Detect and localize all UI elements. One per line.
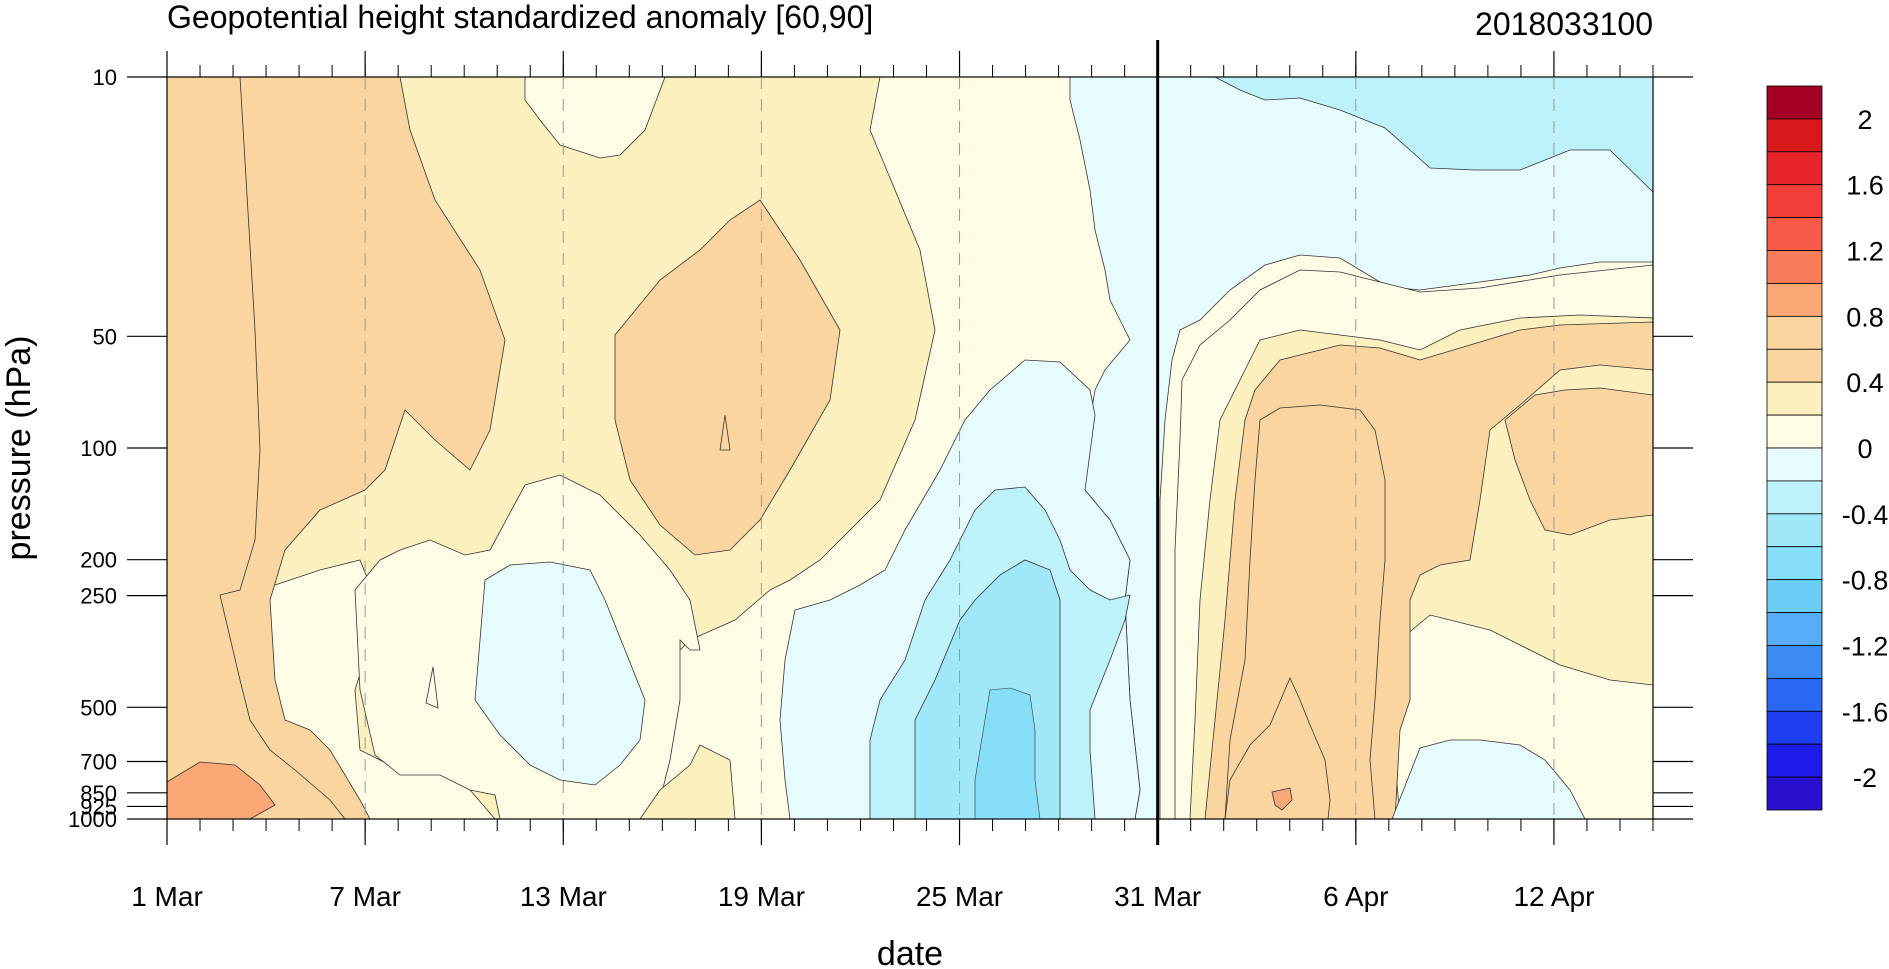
- y-tick-label: 700: [80, 750, 117, 775]
- colorbar-swatch: [1766, 118, 1823, 153]
- x-axis-ticks: 1 Mar 7 Mar 13 Mar 19 Mar 25 Mar 31 Mar 6 Apr 1…: [131, 51, 1654, 912]
- chart-timestamp: 2018033100: [1475, 6, 1653, 42]
- colorbar-label: 0: [1857, 434, 1872, 464]
- chart-title: Geopotential height standardized anomaly…: [167, 0, 873, 35]
- colorbar-label: -1.2: [1842, 631, 1889, 661]
- contour-band-0-0.2-top: [524, 77, 666, 159]
- contour-band-neg0.2-0-bubble: [474, 561, 646, 786]
- colorbar-swatch: [1766, 776, 1823, 811]
- contour-tiny-line-2: [425, 666, 439, 709]
- contour-band-0.4-0.6-mid: [614, 199, 841, 556]
- y-tick-label: 100: [80, 436, 117, 461]
- colorbar-swatch: [1766, 250, 1823, 284]
- colorbar-swatch: [1766, 217, 1823, 251]
- colorbar-label: 0.8: [1846, 302, 1884, 332]
- colorbar-swatch: [1766, 315, 1823, 350]
- contour-band-0.6-0.8-right: [1224, 404, 1386, 819]
- colorbar-swatch: [1766, 546, 1823, 581]
- colorbar-swatch: [1766, 710, 1823, 745]
- colorbar-label: 0.4: [1846, 368, 1884, 398]
- contour-band-0.4-0.6-left: [167, 77, 506, 819]
- colorbar-swatch: [1766, 579, 1823, 613]
- y-axis-label: pressure (hPa): [0, 336, 38, 561]
- colorbar-swatch: [1766, 743, 1823, 778]
- colorbar-label: -1.6: [1842, 697, 1889, 727]
- contour-band-0.8-1.0-right: [1224, 677, 1331, 819]
- colorbar-swatch: [1766, 85, 1823, 120]
- y-tick-label: 500: [80, 695, 117, 720]
- colorbar-label: 1.2: [1846, 237, 1884, 267]
- colorbar-swatch: [1766, 151, 1823, 186]
- colorbar-label: 1.6: [1846, 171, 1884, 201]
- colorbar-label: -0.8: [1842, 566, 1889, 596]
- y-tick-label: 1000: [68, 807, 117, 832]
- contour-band-0.6-0.8-strip: [167, 77, 346, 819]
- x-tick-label: 13 Mar: [520, 881, 607, 912]
- colorbar: 2 1.6 1.2 0.8 0.4 0 -0.4 -0.8 -1.2 -1.6 -2: [1766, 85, 1889, 811]
- contour-fields: [167, 77, 1653, 819]
- colorbar-swatch: [1766, 513, 1823, 548]
- x-tick-label: 25 Mar: [916, 881, 1003, 912]
- colorbar-swatch: [1766, 447, 1823, 482]
- contour-tiny-line-1: [719, 414, 731, 451]
- colorbar-label: -0.4: [1842, 500, 1889, 530]
- colorbar-swatch: [1766, 348, 1823, 383]
- x-tick-label: 7 Mar: [329, 881, 401, 912]
- x-tick-label: 6 Apr: [1323, 881, 1388, 912]
- colorbar-swatch: [1766, 677, 1823, 712]
- contour-band-0.8-1.0-blob: [167, 761, 276, 819]
- colorbar-label: -2: [1853, 763, 1877, 793]
- contour-band-neg0.4-neg0.2-right: [1214, 77, 1653, 193]
- y-tick-label: 50: [93, 324, 117, 349]
- x-axis-label: date: [877, 935, 943, 969]
- y-tick-label: 850: [80, 781, 117, 806]
- colorbar-swatch: [1766, 184, 1823, 219]
- colorbar-label: 2: [1857, 105, 1872, 135]
- y-tick-label: 10: [93, 65, 117, 90]
- x-tick-label: 12 Apr: [1513, 881, 1594, 912]
- y-tick-label: 925: [80, 794, 117, 819]
- colorbar-swatch: [1766, 283, 1823, 317]
- contour-band-1.0-max: [1271, 787, 1293, 811]
- contour-band-neg0.2-0-bottomright: [1391, 739, 1586, 819]
- y-tick-label: 200: [80, 548, 117, 573]
- contour-band-neg0.8-neg0.6: [974, 687, 1041, 819]
- colorbar-swatch: [1766, 381, 1823, 416]
- contour-band-neg0.2-0-right: [1157, 77, 1653, 819]
- contour-band-0.2-0.4-bottom: [639, 744, 736, 819]
- colorbar-swatch: [1766, 645, 1823, 679]
- colorbar-swatch: [1766, 480, 1823, 515]
- x-tick-label: 19 Mar: [718, 881, 805, 912]
- x-tick-label: 31 Mar: [1114, 881, 1201, 912]
- colorbar-swatch: [1766, 414, 1823, 449]
- x-tick-label: 1 Mar: [131, 881, 203, 912]
- y-tick-label: 250: [80, 584, 117, 609]
- colorbar-swatch: [1766, 612, 1823, 646]
- contour-band-0.6-0.8-farright: [1504, 387, 1653, 536]
